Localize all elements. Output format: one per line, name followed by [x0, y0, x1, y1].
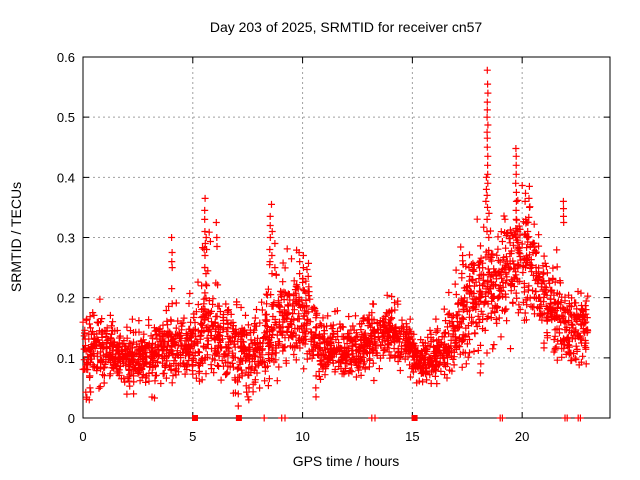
y-tick-label: 0.6 [57, 50, 75, 65]
y-tick-label: 0.3 [57, 231, 75, 246]
x-tick-label: 20 [515, 429, 529, 444]
x-tick-label: 0 [79, 429, 86, 444]
zero-axis-square-marker [191, 415, 198, 421]
gridlines [83, 57, 610, 418]
axis-border-and-ticks [82, 56, 611, 419]
x-tick-label: 15 [405, 429, 419, 444]
chart-title: Day 203 of 2025, SRMTID for receiver cn5… [210, 19, 483, 35]
x-axis-label: GPS time / hours [293, 453, 400, 469]
y-tick-label: 0 [68, 411, 75, 426]
zero-axis-square-marker [235, 415, 242, 421]
y-tick-label: 0.5 [57, 110, 75, 125]
x-tick-label: 10 [295, 429, 309, 444]
zero-axis-square-marker [411, 415, 418, 421]
data-point-markers [79, 66, 592, 422]
y-tick-label: 0.4 [57, 170, 75, 185]
y-tick-label: 0.2 [57, 291, 75, 306]
y-axis-label: SRMTID / TECUs [8, 182, 24, 292]
x-tick-label: 5 [189, 429, 196, 444]
tick-labels: 0 5 10 15 20 0 0.1 0.2 0.3 0.4 0.5 0.6 [57, 50, 529, 444]
y-tick-label: 0.1 [57, 351, 75, 366]
grid-layer [83, 57, 610, 418]
scatter-points [79, 66, 592, 422]
axis-frame [82, 56, 611, 419]
